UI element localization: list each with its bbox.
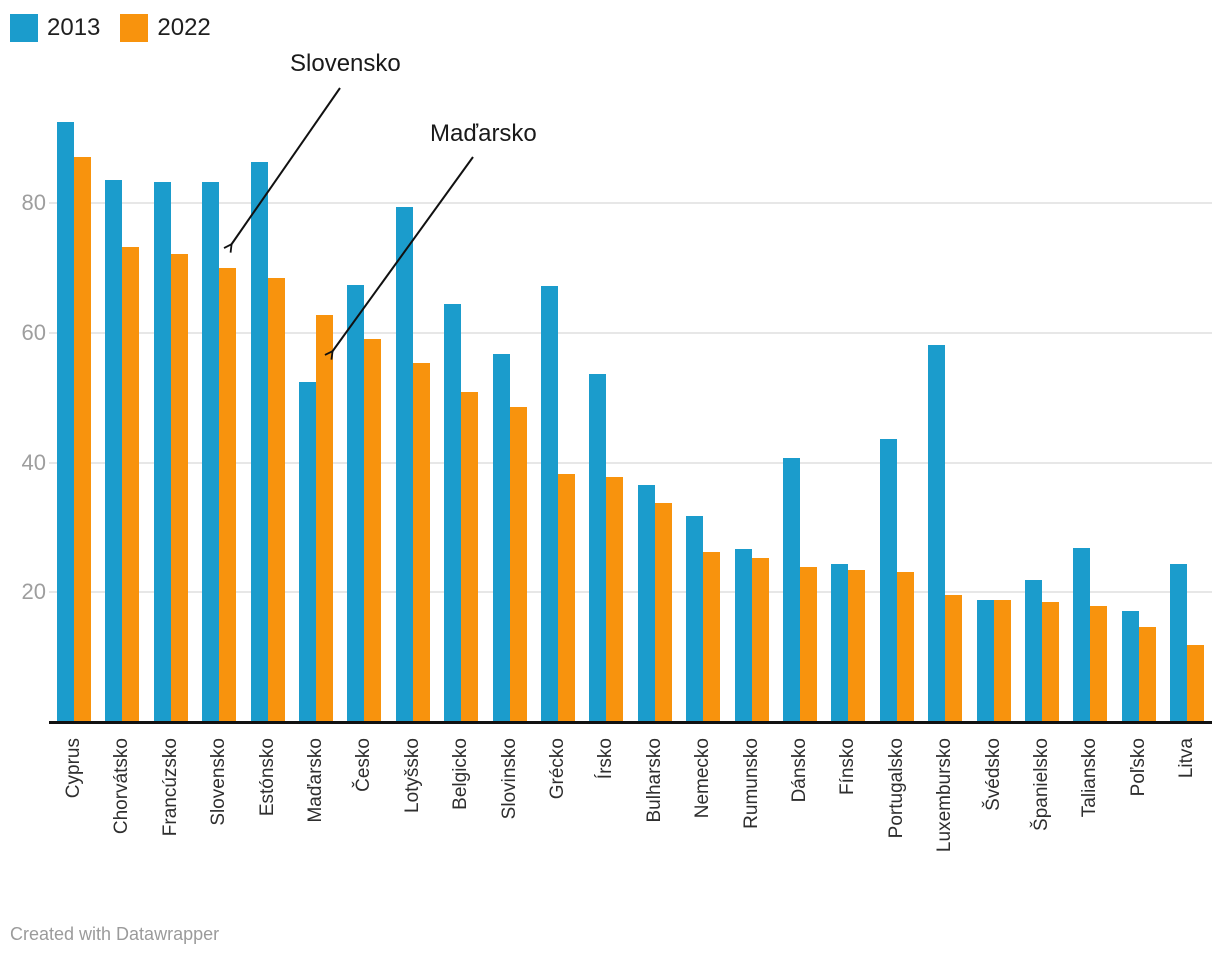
bar-2022-Grécko[interactable] [558,473,575,722]
x-axis-label-Grécko: Grécko [547,738,568,800]
bar-2013-Estónsko[interactable] [250,161,268,722]
bar-2022-Litva[interactable] [1187,645,1205,722]
bar-2013-Poľsko[interactable] [1121,611,1139,722]
legend-item-2022: 2022 [120,14,211,42]
x-axis-label-Estónsko: Estónsko [256,738,278,817]
bar-2022-Fínsko[interactable] [848,569,866,722]
bar-2013-Francúzsko[interactable] [153,182,171,722]
bar-2013-Maďarsko[interactable] [299,382,316,722]
x-axis-label-Švédsko: Švédsko [982,738,1004,811]
bar-2022-Rumunsko[interactable] [751,557,769,722]
x-axis-label-Cyprus: Cyprus [63,738,84,799]
bar-2013-Bulharsko[interactable] [637,485,655,722]
gridline-80 [49,202,1212,205]
bar-2022-Francúzsko[interactable] [170,254,188,722]
x-axis-label-Belgicko: Belgicko [450,738,472,810]
gridline-20 [49,591,1212,594]
x-axis-label-Francúzsko: Francúzsko [159,738,181,837]
bar-2013-Taliansko[interactable] [1073,548,1091,722]
x-axis-label-Taliansko: Taliansko [1079,738,1101,818]
bar-2022-Nemecko[interactable] [703,552,721,722]
y-axis-tick-60: 60 [21,319,46,345]
x-axis-label-Slovinsko: Slovinsko [498,738,520,820]
bar-2022-Dánsko[interactable] [800,566,817,722]
bar-2022-Chorvátsko[interactable] [122,247,140,722]
bar-2022-Slovensko[interactable] [219,267,237,722]
bar-2013-Lotyšsko[interactable] [395,206,413,722]
legend: 2013 2022 [10,14,211,42]
x-axis-label-Poľsko: Poľsko [1127,738,1149,797]
bar-2022-Lotyšsko[interactable] [412,363,430,722]
bar-2022-Bulharsko[interactable] [654,503,672,722]
legend-swatch-2013 [10,14,38,42]
bar-2022-Portugalsko[interactable] [896,571,914,722]
x-axis-label-Portugalsko: Portugalsko [885,738,907,839]
bar-2013-Dánsko[interactable] [783,457,800,722]
bar-2022-Maďarsko[interactable] [316,315,333,722]
annotation-madarsko: Maďarsko [430,120,537,147]
x-axis-label-Bulharsko: Bulharsko [643,738,665,823]
bar-2013-Slovensko[interactable] [202,182,220,722]
bar-2013-Slovinsko[interactable] [492,354,510,722]
x-axis-label-Dánsko: Dánsko [789,738,810,803]
bar-2013-Cyprus[interactable] [57,121,74,722]
y-axis-tick-20: 20 [21,579,46,605]
legend-label-2022: 2022 [157,14,211,41]
x-axis-label-Lotyšsko: Lotyšsko [401,738,423,813]
legend-item-2013: 2013 [10,14,100,42]
bar-2013-Česko[interactable] [347,285,365,722]
legend-label-2013: 2013 [47,14,101,41]
bar-2022-Írsko[interactable] [606,477,624,722]
x-axis-label-Írsko: Írsko [595,738,617,780]
bar-2013-Belgicko[interactable] [444,303,462,722]
x-axis-label-Rumunsko: Rumunsko [740,738,762,829]
bar-2013-Chorvátsko[interactable] [105,180,123,722]
bar-2013-Španielsko[interactable] [1025,579,1042,722]
bar-2022-Belgicko[interactable] [461,391,479,722]
bar-2022-Česko[interactable] [364,338,382,722]
x-axis-label-Fínsko: Fínsko [837,738,859,796]
y-axis-tick-40: 40 [21,449,46,475]
y-axis-tick-80: 80 [21,190,46,216]
bar-2022-Luxembursko[interactable] [945,594,963,722]
x-axis-label-Maďarsko: Maďarsko [305,738,326,823]
x-axis-label-Slovensko: Slovensko [208,738,230,826]
x-axis-label-Španielsko: Španielsko [1031,738,1052,831]
bar-2013-Rumunsko[interactable] [734,548,752,722]
arrow-to-slovensko-bar [231,87,341,245]
bar-2022-Švédsko[interactable] [993,600,1011,722]
bar-2022-Taliansko[interactable] [1090,605,1108,722]
bar-2022-Estónsko[interactable] [267,277,285,722]
bar-2013-Fínsko[interactable] [831,564,849,722]
bar-2013-Írsko[interactable] [589,374,607,722]
x-axis-label-Nemecko: Nemecko [692,738,714,819]
bar-2013-Portugalsko[interactable] [879,439,897,722]
bar-2022-Poľsko[interactable] [1138,627,1156,722]
gridline-60 [49,331,1212,334]
legend-swatch-2022 [120,14,149,42]
bar-2022-Cyprus[interactable] [74,156,91,722]
x-axis-label-Luxembursko: Luxembursko [934,738,956,853]
x-axis-line [49,721,1212,724]
x-axis-label-Chorvátsko: Chorvátsko [111,738,133,835]
x-axis-label-Česko: Česko [353,738,375,792]
bar-2013-Švédsko[interactable] [976,600,994,722]
bar-2013-Litva[interactable] [1170,564,1188,722]
bar-2013-Luxembursko[interactable] [928,345,946,722]
bar-2022-Slovinsko[interactable] [509,406,527,722]
bar-2022-Španielsko[interactable] [1042,601,1059,722]
bar-2013-Nemecko[interactable] [686,516,704,722]
gridline-40 [49,461,1212,464]
datawrapper-credit: Created with Datawrapper [10,924,220,944]
bar-2013-Grécko[interactable] [541,286,558,722]
x-axis-label-Litva: Litva [1176,738,1198,779]
annotation-slovensko: Slovensko [290,50,401,77]
